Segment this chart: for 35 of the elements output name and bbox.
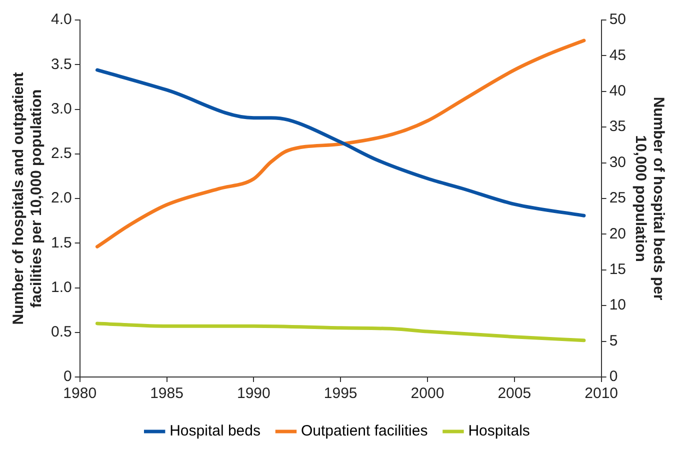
y-tick-label: 1.5 [50,234,72,252]
line-series [95,322,586,342]
y2-axis-title: Number of hospital beds per 10,000 population [632,96,667,300]
y2-tick-label: 20 [609,225,626,242]
legend-label: Hospitals [468,422,530,440]
x-tick-label: 1995 [324,385,358,402]
y2-tick-label: 0 [609,368,618,386]
x-tick-label: 1985 [150,385,184,402]
y-tick-label: 0.5 [50,324,72,341]
y-tick-label: 1.0 [50,278,72,296]
legend-label: Hospital beds [170,422,260,440]
y2-tick-label: 30 [609,154,626,171]
y2-tick-label: 35 [609,118,626,136]
x-tick-label: 1990 [236,385,270,402]
y2-tick-label: 50 [609,11,626,28]
x-tick-label: 2000 [410,385,444,402]
y-tick-label: 0 [64,368,72,386]
y-tick-label: 3.5 [50,56,72,73]
y2-tick-label: 5 [609,332,618,350]
y-tick-label: 3.0 [50,100,72,118]
y2-tick-label: 10 [609,296,626,314]
y-tick-label: 4.0 [50,11,72,28]
y-axis-title: Number of hospitals and outpatient facilities per 10,000 population [10,72,46,325]
y2-tick-label: 25 [609,190,626,207]
y-tick-label: 2.0 [50,190,72,207]
x-tick-label: 1980 [63,385,97,402]
y2-tick-label: 15 [609,261,626,278]
y2-tick-label: 40 [609,82,626,100]
line-series [95,68,586,218]
y2-tick-label: 45 [609,46,626,64]
legend-label: Outpatient facilities [300,422,428,440]
y-tick-label: 2.5 [50,145,72,162]
line-series [95,38,586,248]
x-tick-label: 2005 [498,385,532,402]
x-tick-label: 2010 [584,385,618,402]
